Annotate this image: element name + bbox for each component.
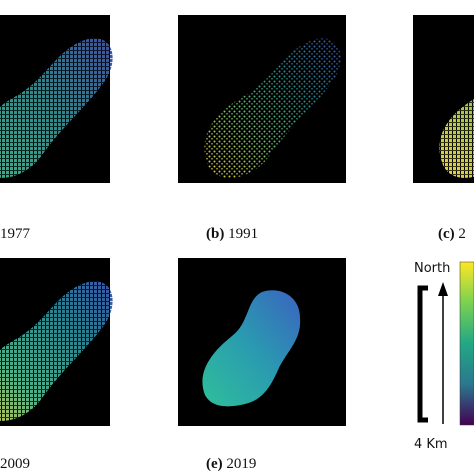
caption: 2009 [0,456,30,472]
caption: (b) 1991 [206,226,258,242]
colorbar [459,261,474,426]
caption: 1977 [0,226,31,242]
caption-year: 1991 [228,226,258,242]
map-blob [202,290,301,407]
scale-bar [417,285,428,423]
caption-label: (c) [438,226,455,242]
north-label: North [414,261,450,276]
caption: (c) 2 [438,226,466,242]
scale-label: 4 Km [414,437,448,452]
caption: (e) 2019 [206,456,256,472]
caption-year: 2 [458,226,466,242]
north-arrow-head [438,282,448,296]
caption-label: (b) [206,226,224,242]
caption-label: (e) [206,456,223,472]
caption-year: 2019 [226,456,256,472]
